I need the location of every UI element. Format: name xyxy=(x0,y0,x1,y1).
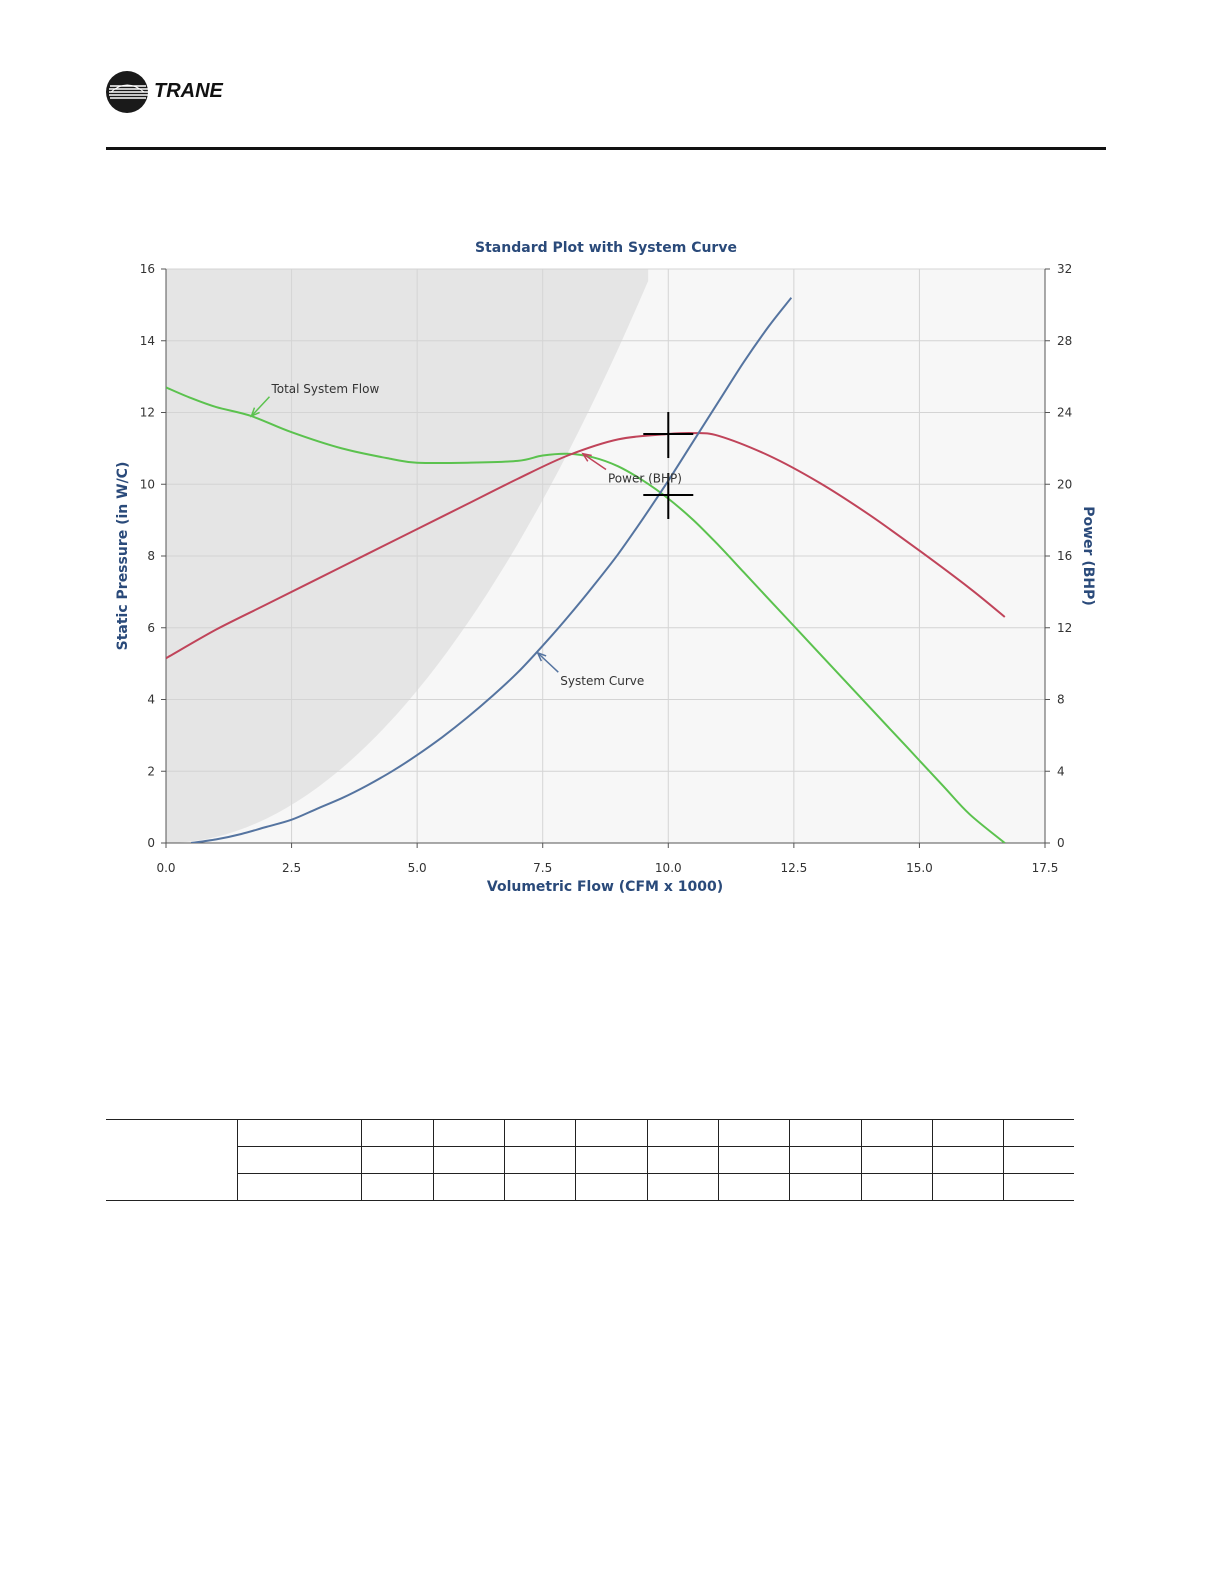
table-column-rule xyxy=(1003,1119,1004,1200)
table-column-rule xyxy=(647,1119,648,1200)
y-right-tick-label: 32 xyxy=(1057,262,1072,276)
x-tick-label: 2.5 xyxy=(282,861,301,875)
x-axis-label: Volumetric Flow (CFM x 1000) xyxy=(487,879,723,895)
table-column-rule xyxy=(237,1119,238,1200)
annotation-arrow xyxy=(582,453,607,471)
y-right-tick-label: 16 xyxy=(1057,549,1072,563)
chart-title: Standard Plot with System Curve xyxy=(475,240,737,256)
data-table xyxy=(106,1119,1074,1201)
header-rule xyxy=(106,147,1106,150)
y-right-tick-label: 20 xyxy=(1057,477,1072,491)
x-tick-label: 10.0 xyxy=(655,861,682,875)
table-bottom-rule xyxy=(106,1200,1074,1201)
table-top-rule xyxy=(106,1119,1074,1120)
y-left-tick-label: 12 xyxy=(140,406,155,420)
series-lines xyxy=(166,297,1006,843)
table-column-rule xyxy=(433,1119,434,1200)
x-tick-label: 0.0 xyxy=(156,861,175,875)
y-left-tick-label: 2 xyxy=(147,764,155,778)
y-right-tick-label: 8 xyxy=(1057,693,1065,707)
y-axis-label-left: Static Pressure (in W/C) xyxy=(115,462,131,651)
axes: 0.0 2.5 5.0 7.5 10.0 12.5 15.0 17.5024681012141… xyxy=(140,262,1073,875)
y-left-tick-label: 6 xyxy=(147,621,155,635)
annotation-label: System Curve xyxy=(560,674,644,688)
annotation-arrow xyxy=(250,396,271,417)
table-row-rule xyxy=(237,1173,1074,1174)
y-left-tick-label: 16 xyxy=(140,262,155,276)
y-left-tick-label: 14 xyxy=(140,334,155,348)
x-tick-label: 17.5 xyxy=(1032,861,1059,875)
table-column-rule xyxy=(789,1119,790,1200)
y-left-tick-label: 4 xyxy=(147,693,155,707)
x-tick-label: 7.5 xyxy=(533,861,552,875)
table-column-rule xyxy=(861,1119,862,1200)
x-tick-label: 5.0 xyxy=(408,861,427,875)
series-line-system-curve xyxy=(190,297,793,843)
annotation-arrow-head xyxy=(250,407,260,418)
series-line-total-system-flow xyxy=(166,386,1006,843)
table-column-rule xyxy=(504,1119,505,1200)
trane-logo-icon xyxy=(106,71,148,113)
annotation-arrow-head xyxy=(581,452,592,462)
y-left-tick-label: 10 xyxy=(140,477,155,491)
series-line-power-bhp xyxy=(166,431,1006,660)
annotation-arrow-head xyxy=(536,651,547,662)
y-right-tick-label: 24 xyxy=(1057,406,1072,420)
brand-name: TRANE xyxy=(154,80,223,102)
y-right-tick-label: 12 xyxy=(1057,621,1072,635)
x-tick-label: 12.5 xyxy=(780,861,807,875)
y-right-tick-label: 0 xyxy=(1057,836,1065,850)
table-column-rule xyxy=(575,1119,576,1200)
annotation-label: Power (BHP) xyxy=(608,471,682,485)
y-left-tick-label: 0 xyxy=(147,836,155,850)
y-right-tick-label: 28 xyxy=(1057,334,1072,348)
x-tick-label: 15.0 xyxy=(906,861,933,875)
table-row-rule xyxy=(237,1146,1074,1147)
annotation-arrow xyxy=(537,652,559,673)
y-left-tick-label: 8 xyxy=(147,549,155,563)
annotations: Total System Flow Power (BHP) System Curve xyxy=(250,382,682,688)
table-column-rule xyxy=(718,1119,719,1200)
fan-performance-chart: 0.0 2.5 5.0 7.5 10.0 12.5 15.0 17.5024681012141… xyxy=(115,240,1096,895)
table-column-rule xyxy=(932,1119,933,1200)
operating-points xyxy=(643,412,694,520)
y-right-tick-label: 4 xyxy=(1057,764,1065,778)
y-axis-label-right: Power (BHP) xyxy=(1080,506,1096,606)
page-header: TRANE xyxy=(0,0,1224,160)
trane-logo: TRANE xyxy=(106,70,246,114)
table-column-rule xyxy=(361,1119,362,1200)
annotation-label: Total System Flow xyxy=(270,382,379,396)
